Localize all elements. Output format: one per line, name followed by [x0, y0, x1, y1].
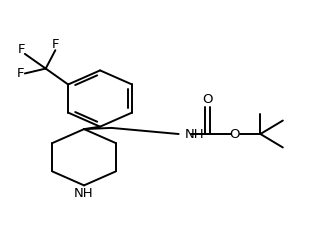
Text: O: O: [202, 93, 213, 106]
Text: NH: NH: [185, 127, 204, 140]
Text: F: F: [52, 38, 59, 51]
Text: F: F: [18, 43, 25, 56]
Text: F: F: [16, 67, 24, 80]
Text: NH: NH: [74, 187, 94, 200]
Text: O: O: [230, 127, 240, 140]
